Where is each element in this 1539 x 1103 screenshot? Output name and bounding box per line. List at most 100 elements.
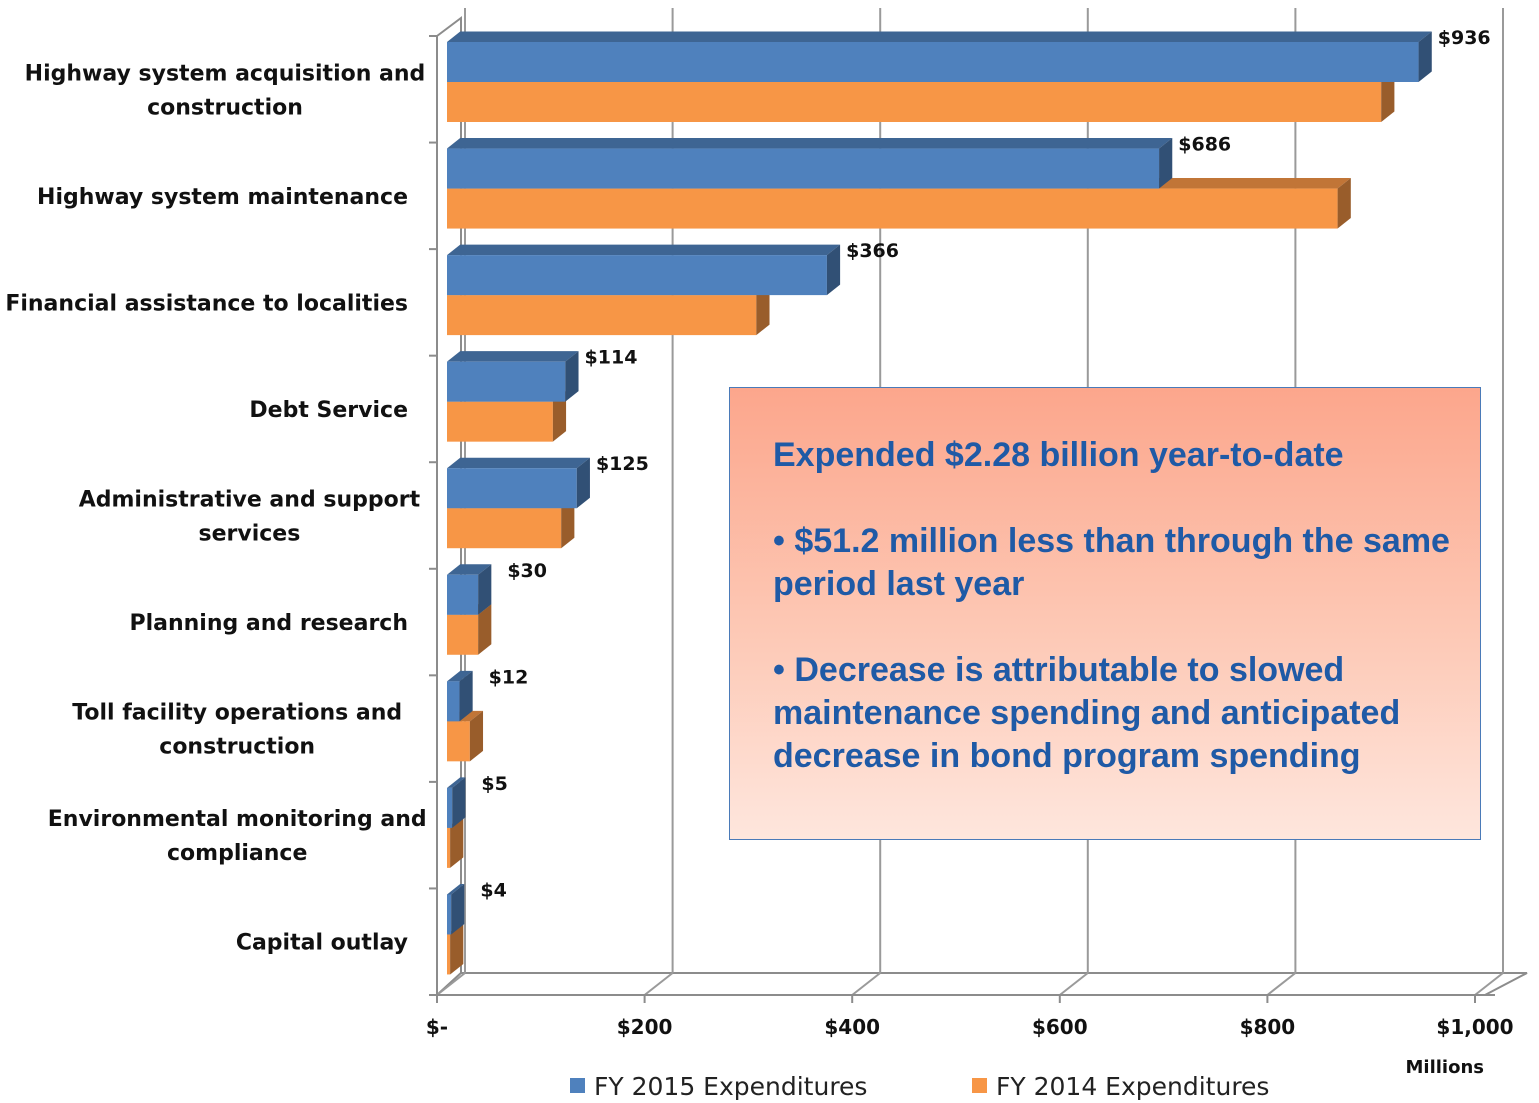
bar-2-fy2015 [447, 138, 1173, 189]
bar-3-fy2015-top [447, 244, 841, 256]
x-tick-label: $200 [617, 1015, 673, 1039]
bar-7-fy2014-front [447, 721, 470, 762]
data-label-fy2015: $114 [585, 347, 638, 369]
callout-bullet-2: • Decrease is attributable to slowed mai… [773, 651, 1401, 775]
bar-4-fy2015-front [447, 361, 566, 402]
bar-5-fy2015-top [447, 457, 590, 469]
bar-4-fy2015-side [565, 351, 579, 402]
category-label-line: Planning and research [129, 611, 408, 636]
summary-callout: Expended $2.28 billion year-to-date • $5… [729, 387, 1481, 840]
data-label-fy2015: $12 [489, 666, 529, 688]
bar-5-fy2015-side [576, 457, 590, 509]
bar-5-fy2015 [447, 457, 590, 509]
x-tick-label: $- [426, 1015, 448, 1039]
axes [429, 35, 1495, 1003]
legend: FY 2015 Expenditures FY 2014 Expenditures [570, 1072, 1269, 1101]
bar-7-fy2015-side [459, 670, 473, 722]
category-label-line: Environmental monitoring and [48, 807, 427, 832]
floor [434, 972, 1528, 996]
data-label-fy2015: $366 [846, 240, 899, 262]
callout-bullet-1: • $51.2 million less than through the sa… [773, 522, 1450, 603]
bar-2-fy2015-top [447, 138, 1173, 149]
bar-3-fy2014-side [756, 284, 770, 336]
gridline-floor [1266, 972, 1297, 996]
bar-2-fy2014-front [447, 188, 1338, 229]
gridline-floor [1474, 972, 1504, 996]
bar-9-fy2014-side [450, 923, 464, 975]
bar-7-fy2015-front [447, 681, 460, 722]
bars [447, 31, 1432, 975]
bar-7-fy2015-top [447, 670, 473, 682]
bar-3-fy2015-front [447, 255, 827, 296]
bar-6-fy2015 [447, 564, 492, 615]
bar-1-fy2015-side [1418, 31, 1432, 82]
category-label-line: Administrative and support [79, 488, 421, 513]
bar-9-fy2014-front [447, 934, 451, 975]
category-label: Financial assistance to localities [5, 291, 408, 316]
x-tick-label: $600 [1032, 1015, 1088, 1039]
bar-1-fy2014-front [447, 82, 1382, 122]
gridline-floor [643, 972, 674, 996]
bar-1-fy2015-front [447, 42, 1419, 82]
bar-9-fy2015-front [447, 894, 452, 935]
bar-3-fy2014-front [447, 295, 757, 336]
x-tick-label: $1,000 [1436, 1015, 1513, 1039]
category-label: Administrative and support services [79, 488, 421, 547]
labels: $936 Highway system acquisition and constr… [5, 27, 1513, 1078]
category-label: Highway system maintenance [37, 185, 408, 210]
legend-label-1: FY 2015 Expenditures [594, 1072, 867, 1101]
legend-swatch-2 [972, 1078, 987, 1093]
bar-2-fy2015-front [447, 148, 1160, 189]
gridline-floor [851, 972, 881, 996]
bar-9-fy2015-side [451, 883, 465, 935]
bar-1-fy2014-side [1381, 71, 1395, 122]
bar-4-fy2014-side [552, 391, 567, 442]
category-label: Environmental monitoring and compliance [48, 807, 427, 866]
bar-9-fy2015-top [447, 883, 465, 895]
bar-7-fy2014-side [469, 710, 484, 762]
legend-label-2: FY 2014 Expenditures [996, 1072, 1269, 1101]
category-label-line: Highway system acquisition and [25, 61, 426, 86]
data-label-fy2015: $125 [596, 453, 649, 475]
data-label-fy2015: $686 [1178, 134, 1231, 156]
bar-8-fy2014-side [450, 817, 464, 868]
category-label-line: services [198, 522, 300, 547]
bar-4-fy2015 [447, 351, 579, 402]
category-label: Toll facility operations and construction [72, 701, 402, 760]
bar-6-fy2015-top [447, 564, 492, 575]
x-axis-unit-label: Millions [1406, 1057, 1485, 1078]
bar-2-fy2015-side [1159, 138, 1173, 189]
bar-3-fy2015-side [826, 244, 841, 296]
legend-swatch-1 [570, 1078, 585, 1093]
bar-1-fy2015 [447, 31, 1432, 82]
category-label-line: Debt Service [249, 398, 408, 423]
bar-6-fy2014-side [478, 604, 492, 655]
bar-6-fy2015-front [447, 574, 479, 615]
bar-5-fy2014-front [447, 508, 562, 549]
bar-8-fy2015-side [452, 777, 466, 828]
category-label-line: Financial assistance to localities [5, 291, 408, 316]
bar-5-fy2014-side [561, 497, 575, 549]
bar-6-fy2015-side [478, 564, 492, 615]
data-label-fy2015: $30 [507, 560, 547, 582]
gridline-floor [1059, 972, 1089, 996]
bar-8-fy2015-top [447, 777, 466, 788]
category-label-line: Highway system maintenance [37, 185, 408, 210]
bar-8-fy2015 [447, 777, 466, 828]
data-label-fy2015: $5 [481, 773, 507, 795]
category-label: Debt Service [249, 398, 408, 423]
category-label: Highway system acquisition and constructi… [25, 61, 426, 120]
bar-4-fy2015-top [447, 351, 579, 362]
bar-2-fy2014-side [1337, 178, 1351, 229]
gridline-floor [436, 972, 466, 996]
bar-6-fy2014-front [447, 614, 479, 655]
category-label-line: Capital outlay [236, 931, 408, 956]
data-label-fy2015: $4 [480, 879, 506, 901]
x-tick-label: $400 [824, 1015, 880, 1039]
bar-8-fy2014-front [447, 827, 451, 868]
bar-8-fy2015-front [447, 787, 453, 828]
bar-1-fy2015-top [447, 31, 1432, 42]
bar-3-fy2015 [447, 244, 841, 296]
bar-5-fy2015-front [447, 468, 577, 509]
